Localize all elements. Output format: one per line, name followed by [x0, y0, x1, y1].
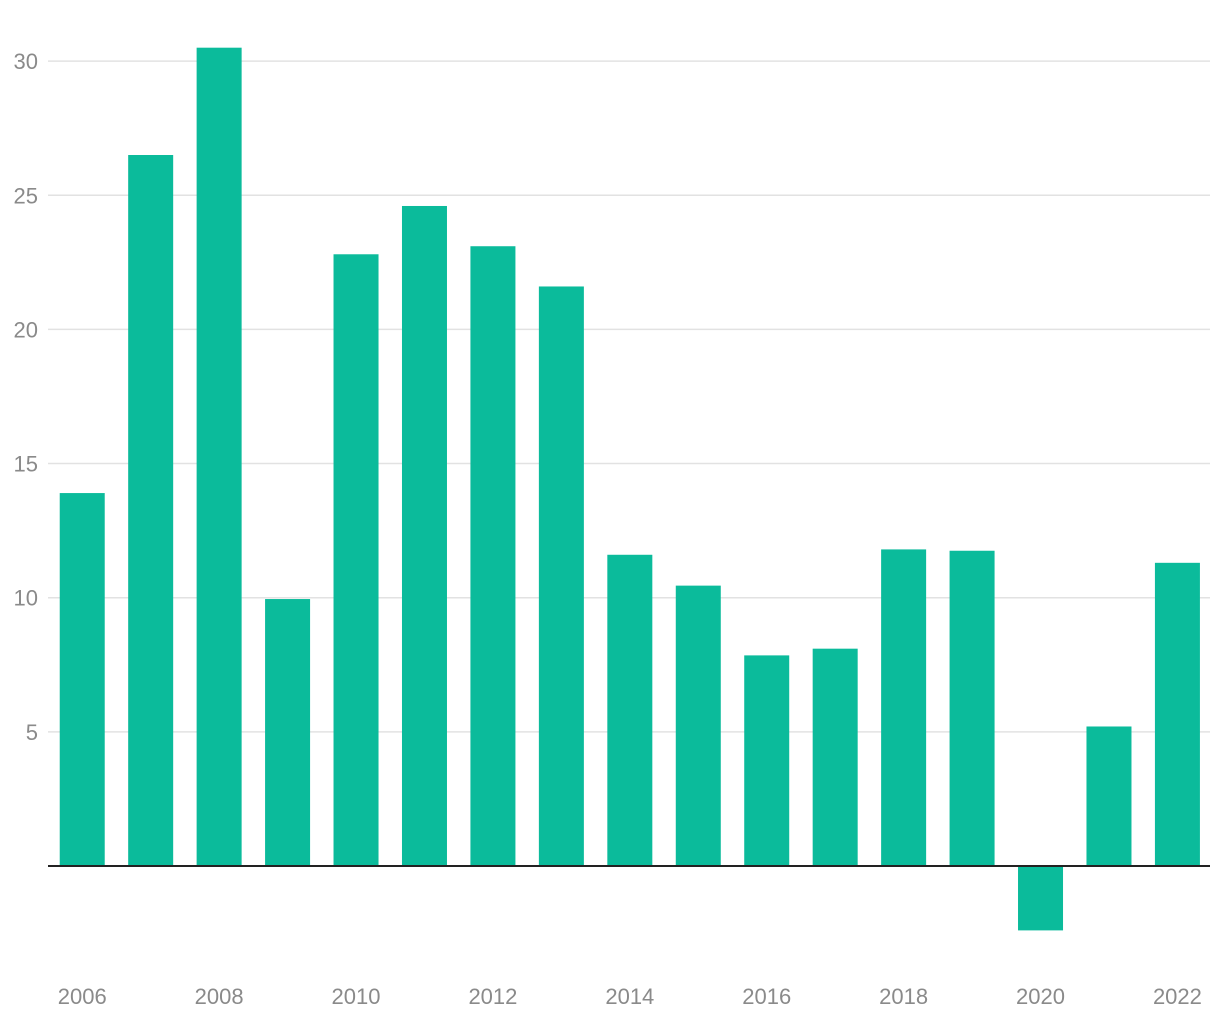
- x-tick-label-2006: 2006: [58, 984, 107, 1009]
- y-tick-label-20: 20: [14, 317, 38, 342]
- y-tick-label-10: 10: [14, 586, 38, 611]
- x-tick-label-2018: 2018: [879, 984, 928, 1009]
- x-tick-labels: 2006 2008 2010 2012 2014 2016 2018 2020 2022: [58, 984, 1202, 1009]
- x-tick-label-2010: 2010: [332, 984, 381, 1009]
- bar-2016: [744, 655, 790, 866]
- y-tick-label-15: 15: [14, 452, 38, 477]
- x-tick-label-2008: 2008: [195, 984, 244, 1009]
- bar-2011: [401, 205, 447, 866]
- bars: [59, 47, 1200, 931]
- bar-2006: [59, 493, 105, 866]
- bar-2010: [333, 254, 379, 866]
- y-tick-label-25: 25: [14, 183, 38, 208]
- bar-2022: [1154, 562, 1200, 866]
- x-tick-label-2012: 2012: [468, 984, 517, 1009]
- x-tick-label-2016: 2016: [742, 984, 791, 1009]
- bar-2017: [812, 648, 858, 866]
- bar-2007: [128, 155, 174, 866]
- bar-2008: [196, 47, 242, 867]
- bar-2021: [1086, 726, 1132, 866]
- bar-2015: [675, 585, 721, 866]
- bar-2014: [607, 554, 653, 866]
- x-tick-label-2020: 2020: [1016, 984, 1065, 1009]
- y-tick-label-30: 30: [14, 49, 38, 74]
- bar-2019: [949, 550, 995, 866]
- x-tick-label-2022: 2022: [1153, 984, 1202, 1009]
- bar-2009: [265, 599, 311, 866]
- bar-2012: [470, 246, 516, 867]
- x-tick-label-2014: 2014: [605, 984, 654, 1009]
- bar-2018: [881, 549, 927, 866]
- y-tick-label-5: 5: [26, 720, 38, 745]
- y-tick-labels: 5 10 15 20 25 30: [14, 49, 38, 745]
- bar-2020: [1018, 866, 1064, 931]
- gridlines: [48, 60, 1210, 733]
- bar-2013: [538, 286, 584, 866]
